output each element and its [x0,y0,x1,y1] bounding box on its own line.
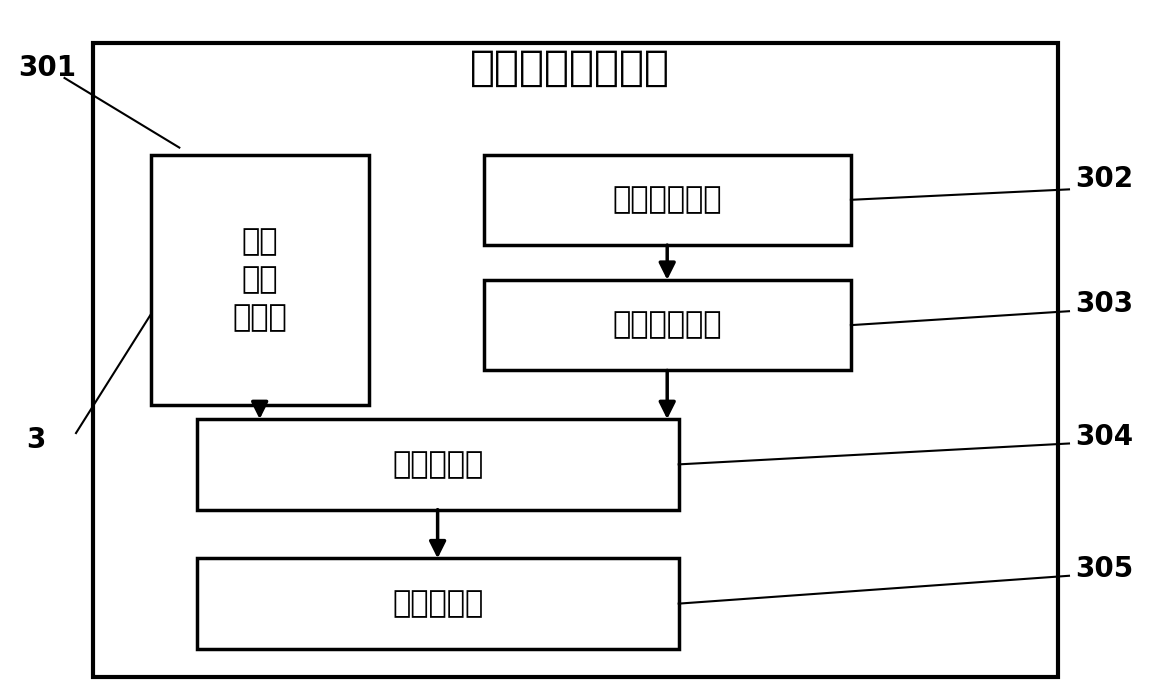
Bar [483,154,851,245]
Text: 3: 3 [26,426,46,454]
Text: 303: 303 [1075,290,1133,318]
Bar [197,419,679,510]
Text: 声音信号处理模块: 声音信号处理模块 [470,47,670,89]
Text: 声音选频模块: 声音选频模块 [612,185,722,215]
Text: 302: 302 [1075,165,1133,193]
Text: 触发模块一: 触发模块一 [392,589,483,618]
Text: 305: 305 [1075,555,1133,583]
Text: 信号放大模块: 信号放大模块 [612,310,722,340]
Text: 301: 301 [18,54,77,82]
Text: 阀门
设置
模块一: 阀门 设置 模块一 [233,227,287,333]
Bar [483,280,851,370]
Text: 304: 304 [1075,422,1133,451]
Bar [197,559,679,649]
Bar [93,43,1058,677]
Text: 对比模块一: 对比模块一 [392,450,483,479]
Bar [151,154,368,405]
